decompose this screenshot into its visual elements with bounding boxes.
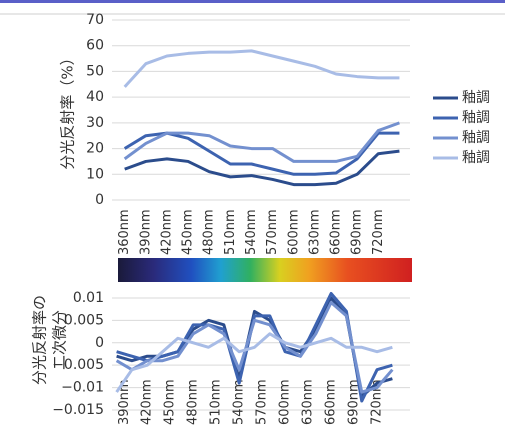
y-tick-label: −0.01 — [61, 380, 104, 396]
x-tick-label: 660nm — [324, 379, 339, 425]
x-tick-label: 540nm — [244, 209, 259, 255]
series-line — [116, 291, 393, 403]
y-tick-label: 10 — [86, 166, 104, 182]
x-tick-label: 540nm — [232, 379, 247, 425]
y-tick-label: 50 — [86, 63, 104, 79]
y-tick-label: 70 — [86, 12, 104, 28]
x-tick-label: 630nm — [301, 379, 316, 425]
y-axis-label: 分光反射率（%） — [59, 50, 77, 169]
y-tick-label: 20 — [86, 141, 104, 157]
series-line — [124, 149, 400, 187]
y-tick-label: 0.005 — [64, 312, 104, 328]
x-tick-label: 420nm — [159, 209, 174, 255]
y-tick-label: −0.005 — [52, 357, 104, 373]
spectrum-bar — [118, 258, 412, 282]
y-axis-label: 分光反射率の — [31, 295, 49, 385]
x-tick-label: 480nm — [202, 209, 217, 255]
x-tick-label: 480nm — [186, 379, 201, 425]
x-tick-label: 690nm — [350, 209, 365, 255]
legend-label: 釉調 — [462, 90, 490, 106]
x-tick-label: 390nm — [138, 209, 153, 255]
x-tick-label: 630nm — [307, 209, 322, 255]
x-tick-label: 720nm — [371, 209, 386, 255]
x-tick-label: 510nm — [209, 379, 224, 425]
x-tick-label: 450nm — [163, 379, 178, 425]
y-tick-label: −0.015 — [52, 402, 104, 418]
y-tick-label: 0 — [95, 192, 104, 208]
legend-label: 釉調 — [462, 110, 490, 126]
y-axis-label: 二次微分 — [51, 310, 69, 370]
y-tick-label: 30 — [86, 115, 104, 131]
series-line — [115, 300, 394, 394]
x-tick-label: 720nm — [370, 379, 385, 425]
x-tick-label: 570nm — [265, 209, 280, 255]
x-tick-label: 450nm — [181, 209, 196, 255]
x-tick-label: 570nm — [255, 379, 270, 425]
y-tick-label: 60 — [86, 38, 104, 54]
x-tick-label: 390nm — [117, 379, 132, 425]
x-tick-label: 360nm — [117, 209, 132, 255]
legend-label: 釉調 — [462, 130, 490, 146]
top-border — [0, 0, 505, 3]
legend-label: 釉調 — [462, 150, 490, 166]
x-tick-label: 600nm — [278, 379, 293, 425]
y-tick-label: 40 — [86, 89, 104, 105]
y-tick-label: 0.01 — [73, 290, 104, 306]
x-tick-label: 660nm — [329, 209, 344, 255]
x-tick-label: 510nm — [223, 209, 238, 255]
x-tick-label: 420nm — [140, 379, 155, 425]
series-line — [123, 121, 400, 163]
x-tick-label: 690nm — [347, 379, 362, 425]
series-line — [123, 49, 400, 88]
series-line — [115, 332, 393, 393]
x-tick-label: 600nm — [286, 209, 301, 255]
y-tick-label: 0 — [95, 335, 104, 351]
